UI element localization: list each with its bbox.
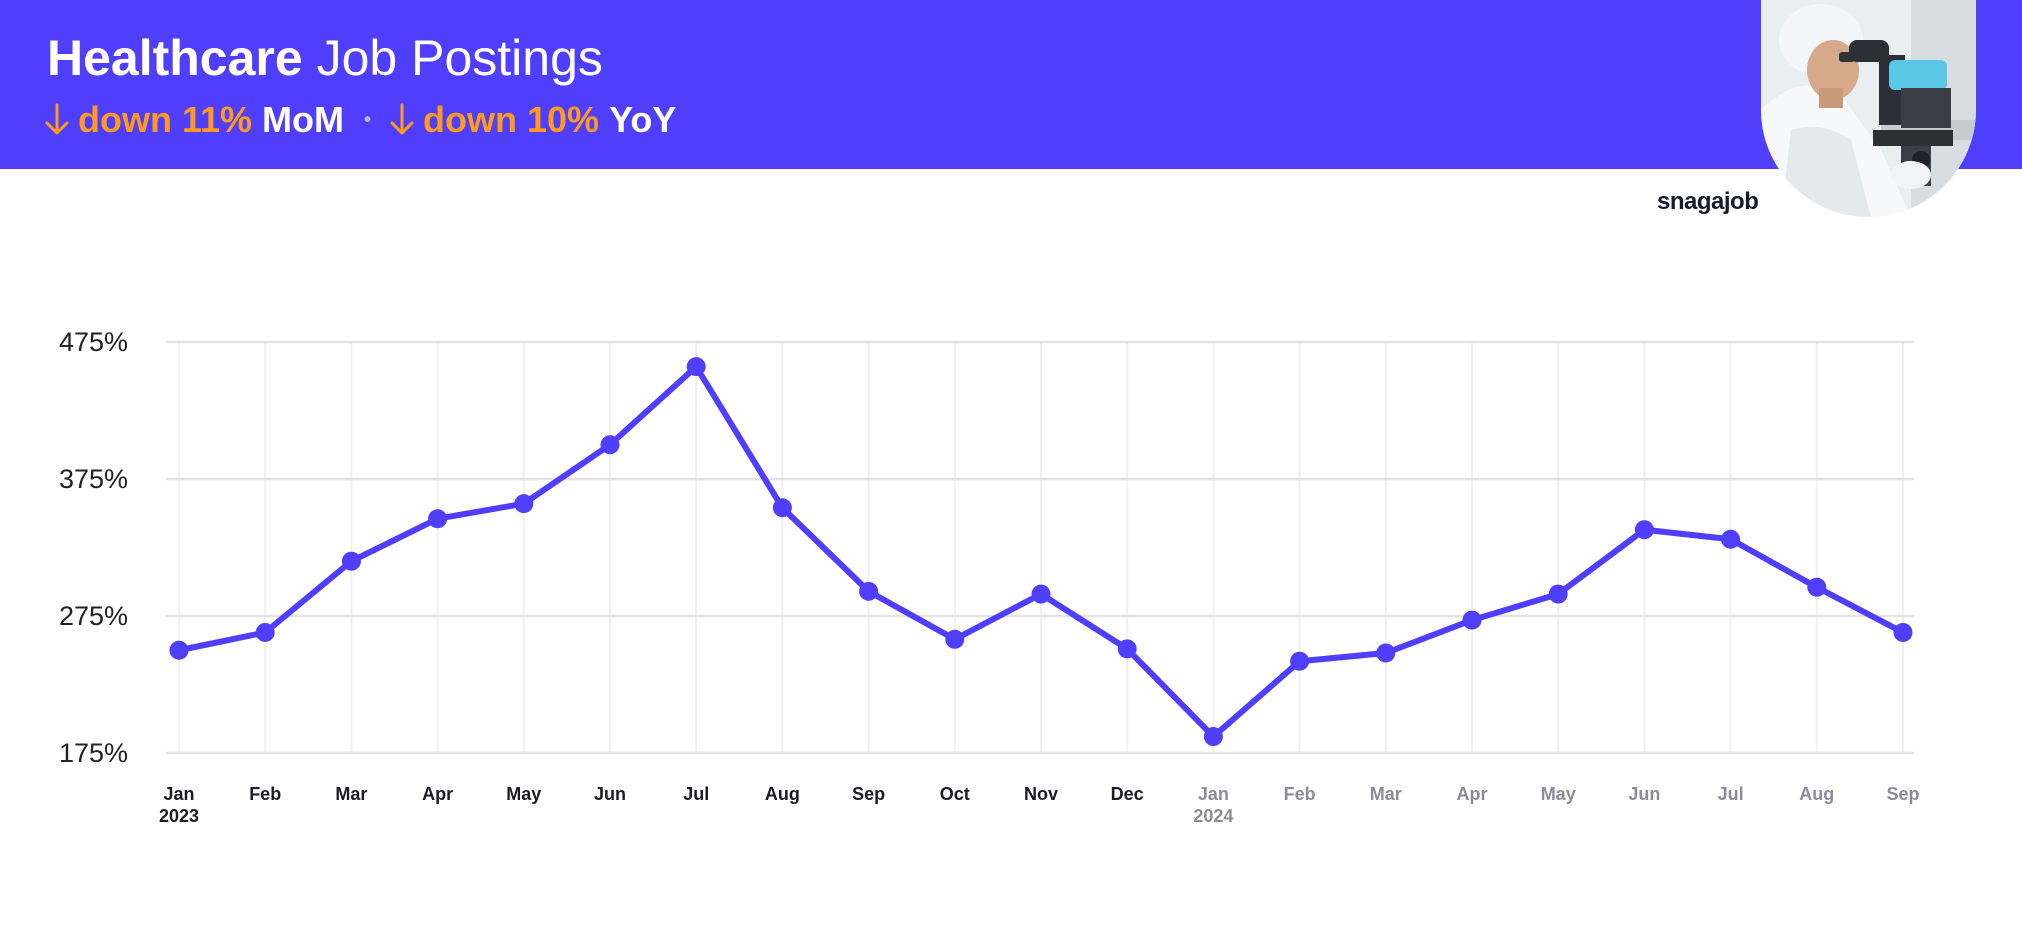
data-point	[1893, 622, 1913, 642]
arrow-down-icon	[45, 103, 69, 135]
x-tick-label: Jul	[1718, 784, 1744, 804]
data-point	[686, 357, 706, 377]
x-tick-label: May	[1541, 784, 1576, 804]
x-tick-label: Jul	[683, 784, 709, 804]
y-tick-label: 175%	[59, 738, 128, 768]
data-point	[1634, 520, 1654, 540]
yoy-change: down 10%	[423, 99, 600, 140]
x-tick-label: Mar	[335, 784, 367, 804]
header-banner	[0, 0, 2022, 169]
data-point	[1807, 577, 1827, 597]
title-bold: Healthcare	[47, 30, 303, 86]
x-tick-year: 2023	[159, 806, 199, 826]
x-tick-label: Aug	[1799, 784, 1834, 804]
x-tick-label: Nov	[1024, 784, 1058, 804]
separator: •	[364, 109, 372, 131]
data-point	[1721, 529, 1741, 549]
data-point	[169, 640, 189, 660]
x-tick-label: Jun	[1628, 784, 1660, 804]
x-tick-label: Jan	[1198, 784, 1229, 804]
change-summary: down 11% MoM • down 10% YoY	[44, 96, 676, 144]
x-tick-label: Feb	[1284, 784, 1316, 804]
data-point	[341, 551, 361, 571]
data-point	[1462, 610, 1482, 630]
x-tick-label: Sep	[1886, 784, 1919, 804]
x-tick-label: Feb	[249, 784, 281, 804]
x-tick-label: Oct	[940, 784, 970, 804]
x-tick-year: 2024	[1193, 806, 1233, 826]
lab-worker-illustration	[1761, 0, 1976, 217]
data-point	[428, 509, 448, 529]
data-point	[1548, 584, 1568, 604]
x-tick-label: May	[506, 784, 541, 804]
data-point	[514, 494, 534, 514]
x-tick-label: Apr	[1457, 784, 1488, 804]
data-point	[1203, 727, 1223, 747]
y-tick-label: 475%	[59, 327, 128, 357]
lab-worker-photo	[1761, 0, 1976, 217]
data-point	[600, 435, 620, 455]
data-point	[1376, 643, 1396, 663]
y-tick-label: 275%	[59, 601, 128, 631]
mom-change: down 11%	[78, 99, 253, 140]
data-point	[1031, 584, 1051, 604]
data-point	[945, 629, 965, 649]
x-tick-label: Sep	[852, 784, 885, 804]
x-tick-label: Jun	[594, 784, 626, 804]
data-point	[859, 581, 879, 601]
mom-label: MoM	[262, 99, 345, 140]
arrow-down-icon	[390, 103, 414, 135]
data-point	[1290, 651, 1310, 671]
x-tick-label: Apr	[422, 784, 453, 804]
snagajob-logo: snagajob	[1657, 188, 1759, 215]
y-tick-label: 375%	[59, 464, 128, 494]
page-title: Healthcare Job Postings	[47, 28, 603, 88]
title-rest: Job Postings	[316, 30, 603, 86]
x-tick-label: Aug	[765, 784, 800, 804]
x-tick-label: Mar	[1370, 784, 1402, 804]
data-point	[255, 622, 275, 642]
data-point	[772, 498, 792, 518]
yoy-label: YoY	[609, 99, 677, 140]
x-tick-label: Dec	[1111, 784, 1144, 804]
x-tick-label: Jan	[163, 784, 194, 804]
data-point	[1117, 639, 1137, 659]
